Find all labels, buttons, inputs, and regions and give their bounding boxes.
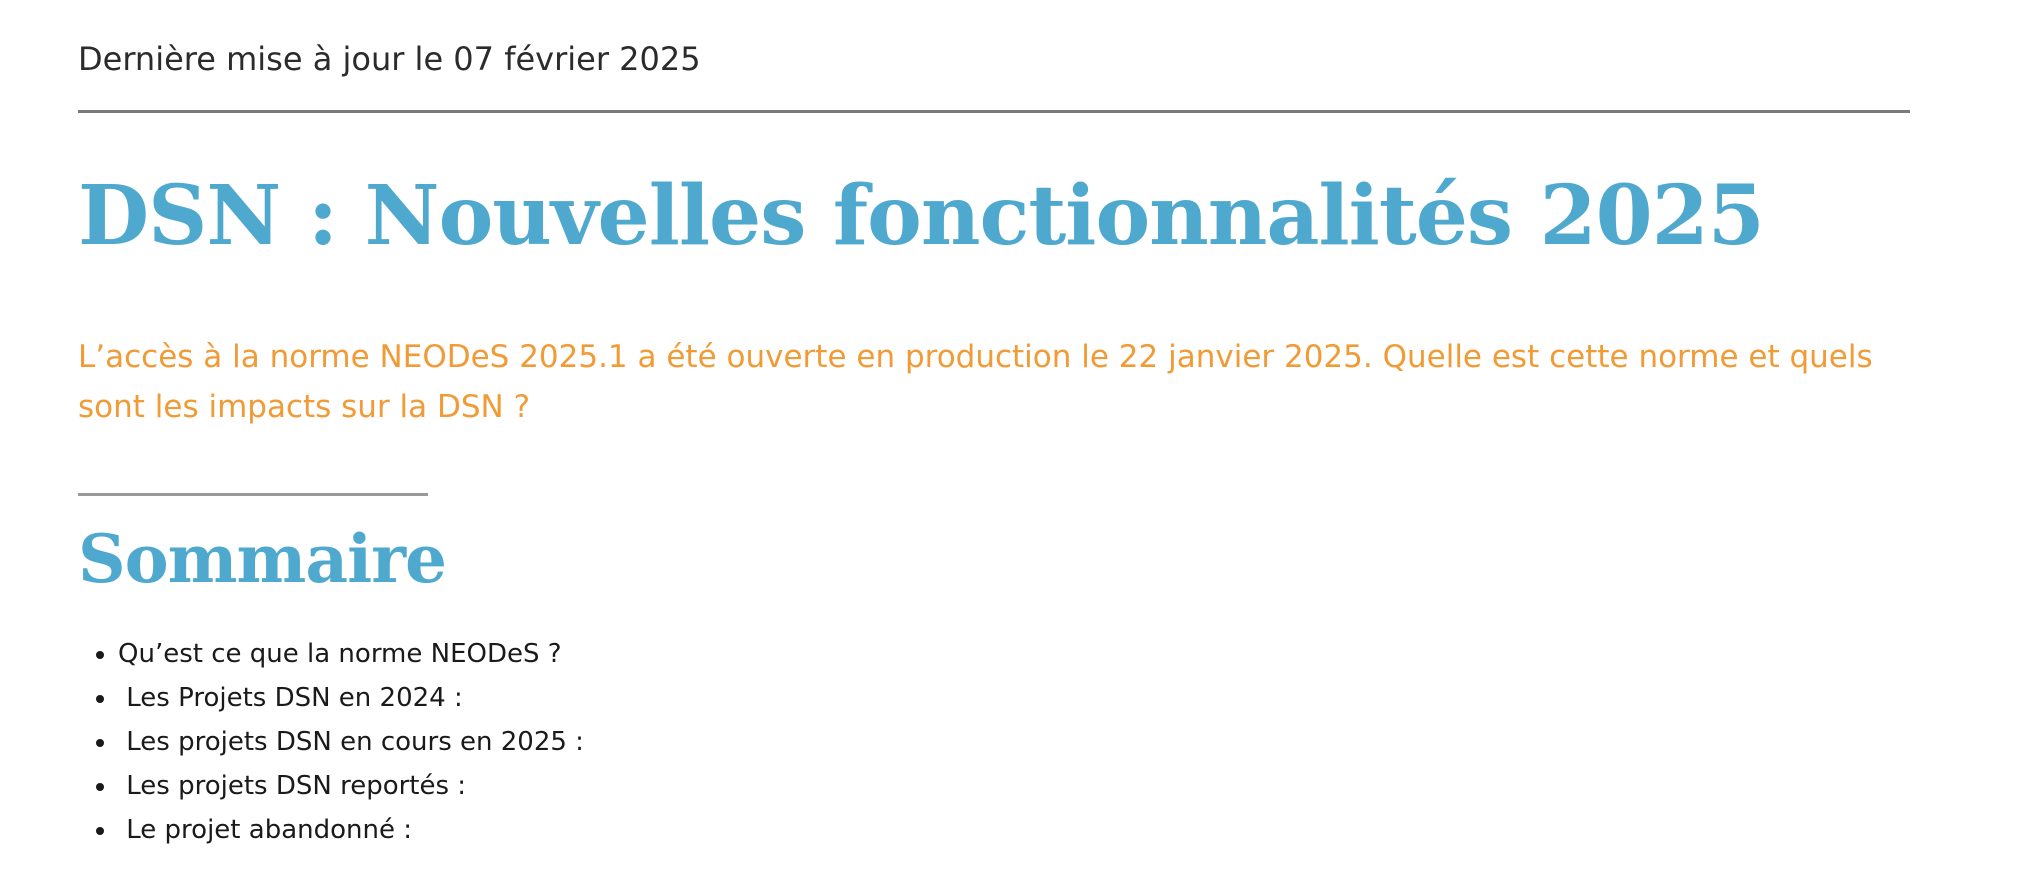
summary-item[interactable]: Qu’est ce que la norme NEODeS ? (118, 632, 584, 676)
header-divider (78, 110, 1910, 113)
summary-link-projet-abandonne[interactable]: Le projet abandonné : (118, 815, 412, 845)
summary-divider (78, 493, 428, 496)
summary-item[interactable]: Les projets DSN en cours en 2025 : (118, 720, 584, 764)
summary-list: Qu’est ce que la norme NEODeS ? Les Proj… (78, 632, 584, 852)
summary-link-projets-reportes[interactable]: Les projets DSN reportés : (118, 771, 467, 801)
last-updated-date: Dernière mise à jour le 07 février 2025 (78, 40, 701, 78)
summary-link-projets-2025[interactable]: Les projets DSN en cours en 2025 : (118, 727, 584, 757)
summary-link-neodes[interactable]: Qu’est ce que la norme NEODeS ? (118, 639, 562, 669)
summary-item[interactable]: Les projets DSN reportés : (118, 764, 584, 808)
summary-item[interactable]: Le projet abandonné : (118, 808, 584, 852)
summary-link-projets-2024[interactable]: Les Projets DSN en 2024 : (118, 683, 463, 713)
summary-item[interactable]: Les Projets DSN en 2024 : (118, 676, 584, 720)
article-lead: L’accès à la norme NEODeS 2025.1 a été o… (78, 339, 1873, 425)
page-title: DSN : Nouvelles fonctionnalités 2025 (78, 168, 1765, 264)
summary-heading: Sommaire (78, 520, 447, 598)
